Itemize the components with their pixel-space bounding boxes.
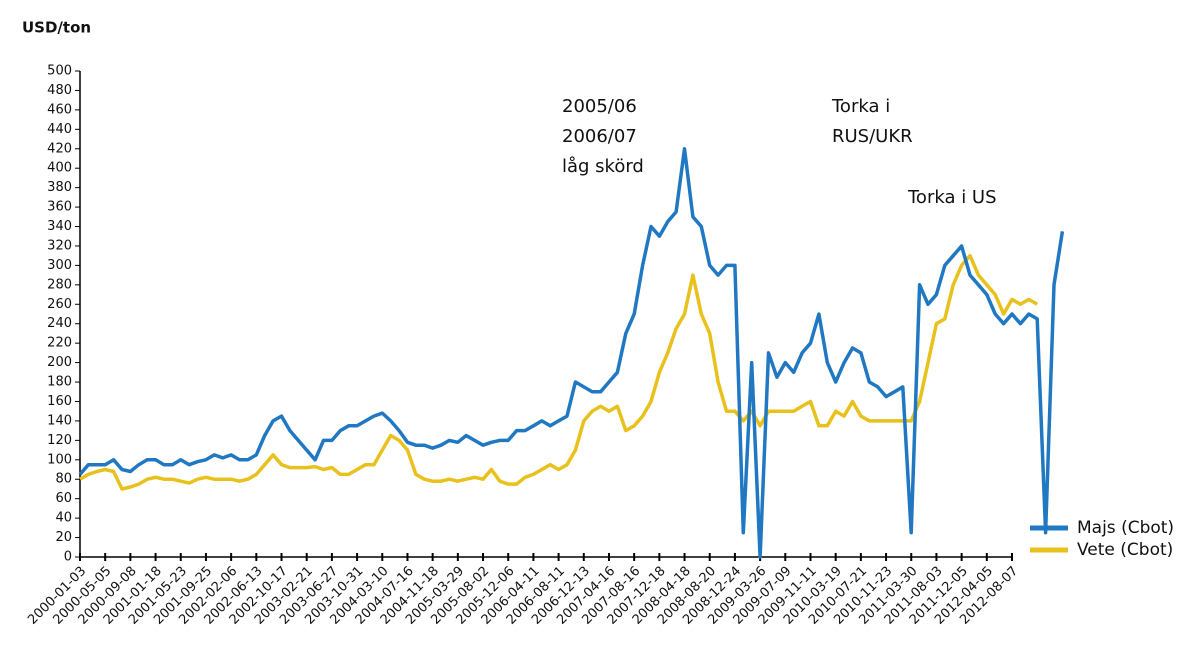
legend-label: Majs (Cbot) [1077,518,1174,538]
annotation: Torka i US [907,187,997,208]
y-tick-label: 340 [47,219,72,234]
y-tick-label: 420 [47,141,72,156]
y-tick-label: 400 [47,161,72,176]
legend-label: Vete (Cbot) [1077,540,1173,560]
y-tick-label: 260 [47,297,72,312]
y-tick-label: 60 [55,491,72,506]
y-tick-label: 160 [47,394,72,409]
y-tick-label: 320 [47,238,72,253]
annotation: 2006/07 [562,126,637,147]
annotation: låg skörd [562,156,644,177]
y-tick-label: 280 [47,277,72,292]
annotation: 2005/06 [562,96,637,117]
y-tick-label: 80 [55,472,72,487]
y-tick-label: 120 [47,433,72,448]
y-tick-label: 220 [47,336,72,351]
y-tick-label: 180 [47,375,72,390]
y-tick-label: 480 [47,83,72,98]
y-tick-label: 200 [47,355,72,370]
y-axis-label: USD/ton [22,19,91,37]
y-tick-label: 380 [47,180,72,195]
y-tick-label: 240 [47,316,72,331]
series-line [79,253,1039,491]
y-tick-label: 140 [47,413,72,428]
y-tick-label: 0 [64,550,72,565]
annotation: Torka i [831,96,890,117]
y-tick-label: 500 [47,64,72,79]
y-tick-label: 100 [47,452,72,467]
y-tick-label: 40 [55,511,72,526]
y-tick-label: 460 [47,102,72,117]
annotation: RUS/UKR [832,126,913,147]
y-tick-label: 440 [47,122,72,137]
y-tick-label: 300 [47,258,72,273]
series-line [78,147,1065,559]
y-tick-label: 360 [47,200,72,215]
y-tick-label: 20 [55,530,72,545]
